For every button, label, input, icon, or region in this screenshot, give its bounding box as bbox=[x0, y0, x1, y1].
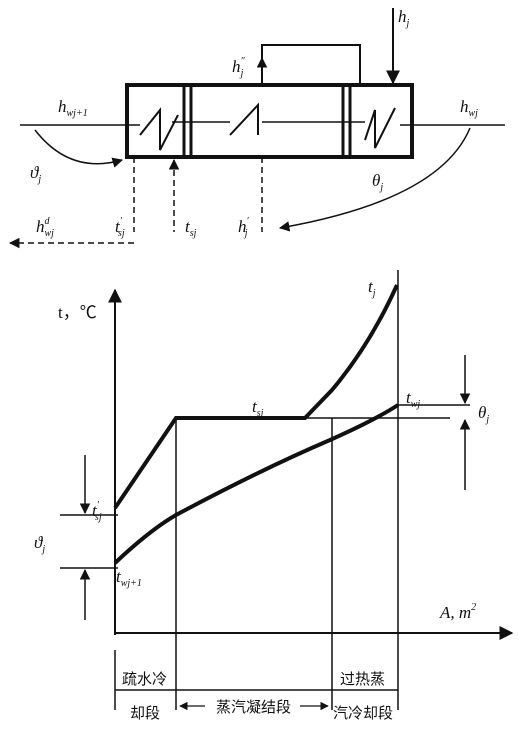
label-tsj-chart: tsj bbox=[252, 397, 264, 419]
heater-schematic bbox=[8, 8, 505, 249]
label-twj-chart: twj bbox=[406, 388, 420, 410]
zigzag-cond bbox=[229, 102, 259, 136]
y-axis-label: t，℃ bbox=[58, 303, 97, 322]
temperature-chart bbox=[60, 270, 514, 710]
label-tsj-top: tsj bbox=[185, 217, 197, 239]
label-tsj-prime-top: t′ sj bbox=[115, 216, 125, 239]
label-tj: tj bbox=[368, 277, 376, 299]
label-theta-small-top: ϑj bbox=[30, 163, 41, 185]
chart-labels: t，℃ A, m2 tj tsj twj θj t′ sj ϑj twj+1 疏水… bbox=[34, 277, 489, 722]
label-hj-prime: h′ j bbox=[238, 216, 250, 239]
section-condensing: 蒸汽凝结段 bbox=[216, 698, 291, 716]
section-desuperheating-line2: 汽冷却段 bbox=[333, 704, 393, 722]
label-hj-dd: h″ j bbox=[232, 56, 246, 79]
label-hwj-d: hd wj bbox=[36, 216, 54, 239]
theta-big-curve bbox=[278, 127, 471, 232]
top-labels: hj h″ j hwj+1 hwj ϑj θj hd wj t′ sj tsj h′ j bbox=[30, 7, 478, 239]
label-theta-big-top: θj bbox=[372, 171, 383, 193]
bypass-box bbox=[261, 44, 361, 85]
label-theta-small-chart: ϑj bbox=[34, 533, 45, 555]
label-twj1-chart: twj+1 bbox=[116, 567, 142, 589]
label-tsj-prime-chart: t′ sj bbox=[92, 500, 102, 523]
label-hwj: hwj bbox=[460, 97, 478, 119]
label-hwj1: hwj+1 bbox=[58, 97, 88, 119]
zigzag-super bbox=[364, 107, 396, 149]
x-axis-label: A, m2 bbox=[439, 602, 476, 622]
section-desuperheating-line1: 过热蒸 bbox=[340, 670, 385, 688]
zigzag-drain bbox=[139, 107, 179, 151]
label-theta-big-chart: θj bbox=[478, 403, 489, 425]
theta-small-curve bbox=[34, 129, 124, 168]
section-drain-cooling-line1: 疏水冷 bbox=[122, 670, 167, 688]
section-drain-cooling-line2: 却段 bbox=[130, 704, 160, 722]
feedwater-temperature-curve bbox=[113, 403, 400, 565]
heater-shell bbox=[125, 83, 414, 159]
steam-temperature-curve bbox=[113, 284, 399, 510]
label-hj: hj bbox=[398, 7, 410, 29]
